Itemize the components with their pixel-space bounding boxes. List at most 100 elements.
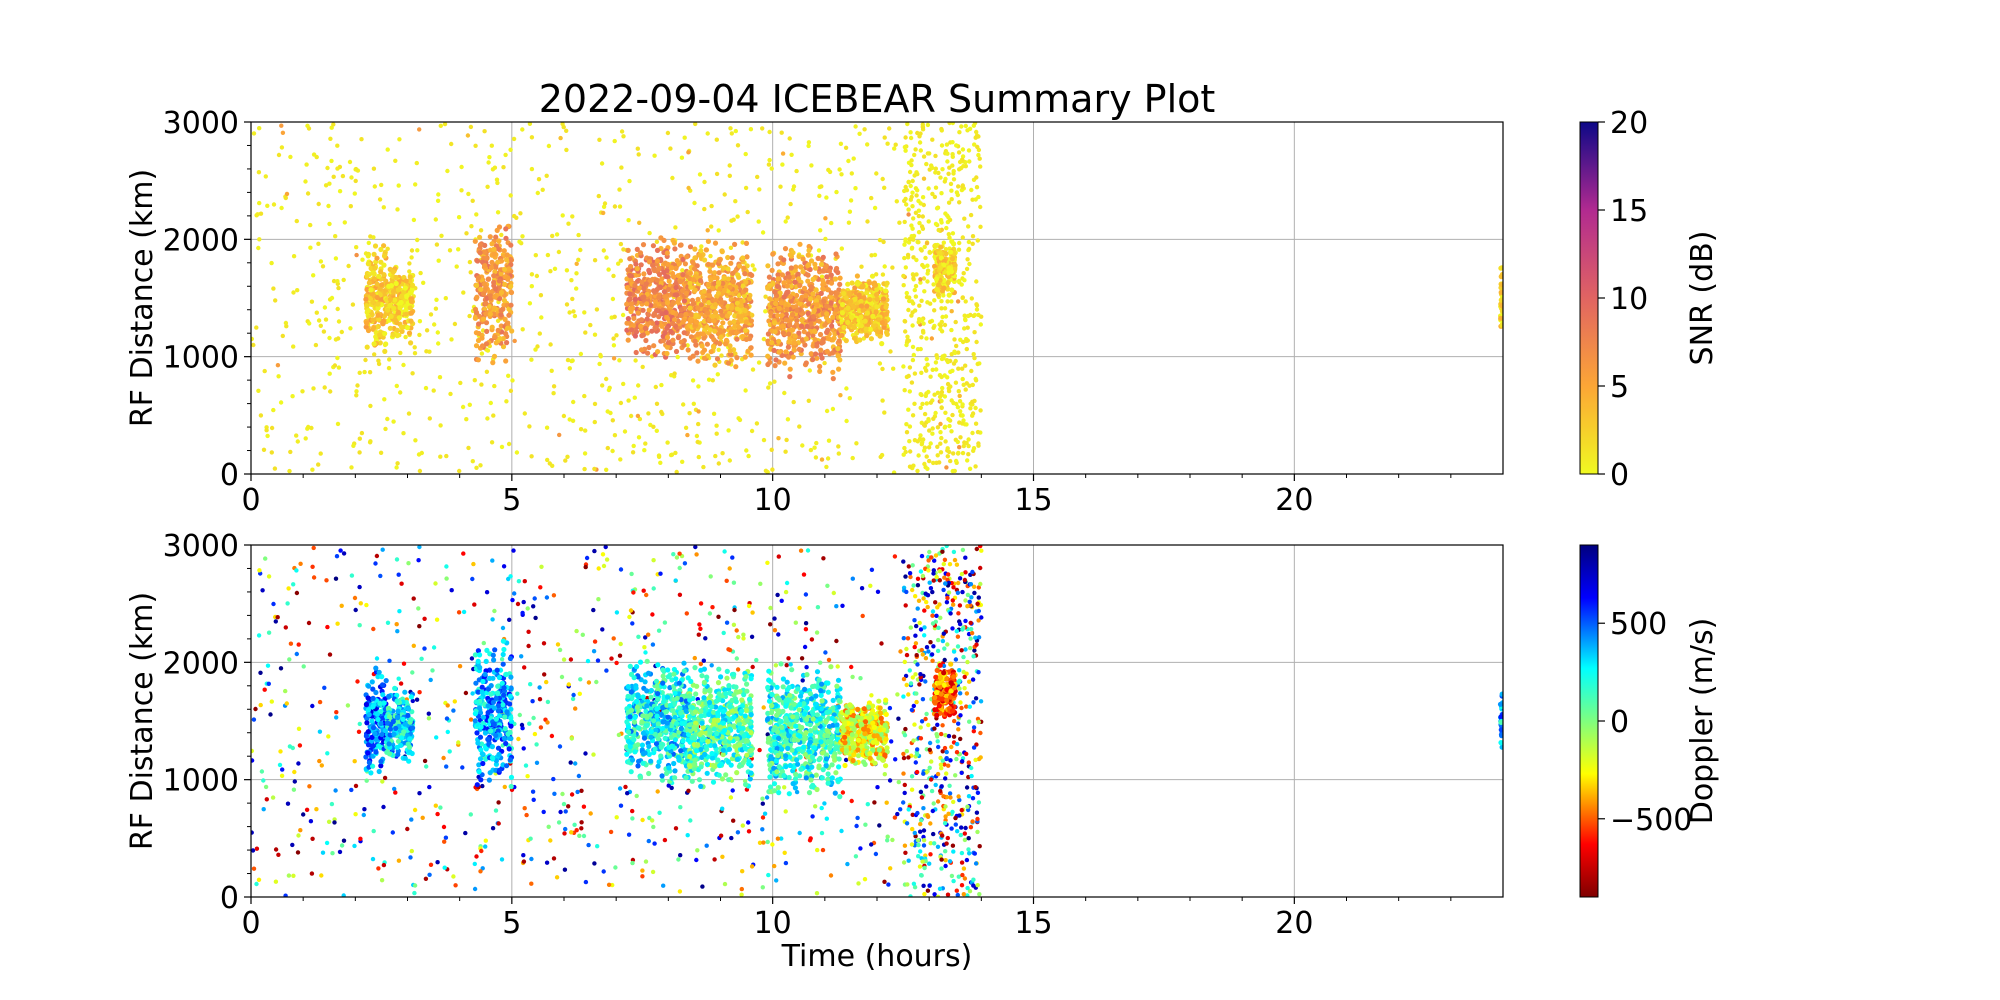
echo-point (702, 206, 707, 212)
echo-point (728, 126, 733, 131)
echo-point (910, 587, 915, 593)
echo-point (452, 321, 458, 327)
echo-point (570, 214, 575, 219)
echo-point (546, 143, 552, 149)
echo-point (582, 393, 587, 399)
echo-point (784, 306, 790, 312)
echo-point (364, 602, 369, 608)
echo-point (588, 322, 593, 328)
echo-point (602, 201, 608, 206)
echo-point (449, 337, 454, 342)
echo-point (755, 174, 760, 180)
echo-point (503, 358, 509, 364)
echo-point (951, 799, 956, 805)
echo-point (743, 319, 750, 325)
echo-point (918, 201, 923, 206)
echo-point (931, 282, 936, 287)
echo-point (787, 322, 793, 328)
echo-point (891, 470, 897, 474)
echo-point (665, 440, 670, 445)
echo-point (781, 257, 787, 263)
echo-point (770, 467, 775, 472)
echo-point (701, 464, 706, 470)
echo-point (839, 246, 844, 251)
echo-point (776, 349, 782, 355)
echo-point (604, 255, 609, 260)
echo-point (775, 261, 781, 267)
echo-point (377, 286, 383, 292)
echo-point (976, 312, 981, 318)
echo-point (736, 324, 742, 330)
echo-point (501, 165, 506, 170)
echo-point (705, 303, 712, 309)
echo-point (926, 389, 931, 395)
echo-point (921, 276, 927, 281)
echo-point (263, 556, 268, 561)
echo-point (416, 558, 421, 563)
echo-point (566, 221, 571, 226)
echo-point (689, 297, 696, 303)
echo-point (275, 363, 281, 368)
echo-point (964, 440, 969, 446)
echo-point (741, 636, 746, 641)
echo-point (405, 826, 410, 832)
echo-point (527, 424, 532, 429)
echo-point (434, 297, 439, 302)
echo-point (428, 862, 434, 867)
echo-point (444, 453, 449, 459)
echo-point (298, 828, 303, 833)
echo-point (954, 343, 959, 349)
echo-point (512, 338, 517, 344)
echo-point (697, 172, 703, 177)
echo-point (718, 328, 724, 335)
echo-point (950, 163, 955, 168)
echo-point (621, 381, 626, 387)
echo-point (708, 349, 714, 355)
echo-point (801, 329, 807, 335)
echo-point (567, 310, 572, 315)
echo-point (629, 327, 635, 333)
echo-point (848, 298, 854, 304)
echo-point (972, 355, 977, 361)
echo-point (889, 739, 894, 744)
echo-point (262, 687, 267, 692)
echo-point (711, 318, 717, 324)
echo-point (611, 343, 617, 348)
echo-point (769, 340, 775, 346)
echo-point (331, 122, 336, 127)
echo-point (563, 458, 568, 463)
echo-point (290, 842, 295, 848)
echo-point (652, 153, 657, 158)
echo-point (965, 325, 970, 330)
echo-point (908, 625, 913, 630)
echo-point (960, 366, 965, 371)
echo-point (717, 341, 723, 347)
echo-point (403, 278, 409, 284)
echo-point (656, 265, 662, 271)
echo-point (910, 344, 916, 350)
echo-point (835, 346, 841, 352)
echo-point (520, 234, 525, 239)
echo-point (413, 182, 418, 187)
echo-point (279, 145, 285, 150)
echo-point (935, 739, 940, 744)
echo-point (955, 590, 961, 595)
echo-point (843, 145, 849, 150)
echo-point (1498, 315, 1503, 321)
echo-point (551, 593, 557, 598)
echo-point (732, 313, 738, 319)
echo-point (721, 630, 726, 636)
echo-point (606, 387, 612, 393)
echo-point (333, 234, 338, 239)
echo-point (826, 268, 833, 274)
echo-point (610, 418, 615, 423)
echo-point (968, 212, 974, 218)
echo-point (853, 186, 858, 191)
echo-point (949, 256, 956, 262)
echo-point (650, 262, 656, 268)
echo-point (633, 261, 639, 267)
echo-point (728, 260, 734, 266)
echo-point (504, 399, 509, 404)
echo-point (915, 810, 920, 816)
echo-point (948, 269, 955, 275)
